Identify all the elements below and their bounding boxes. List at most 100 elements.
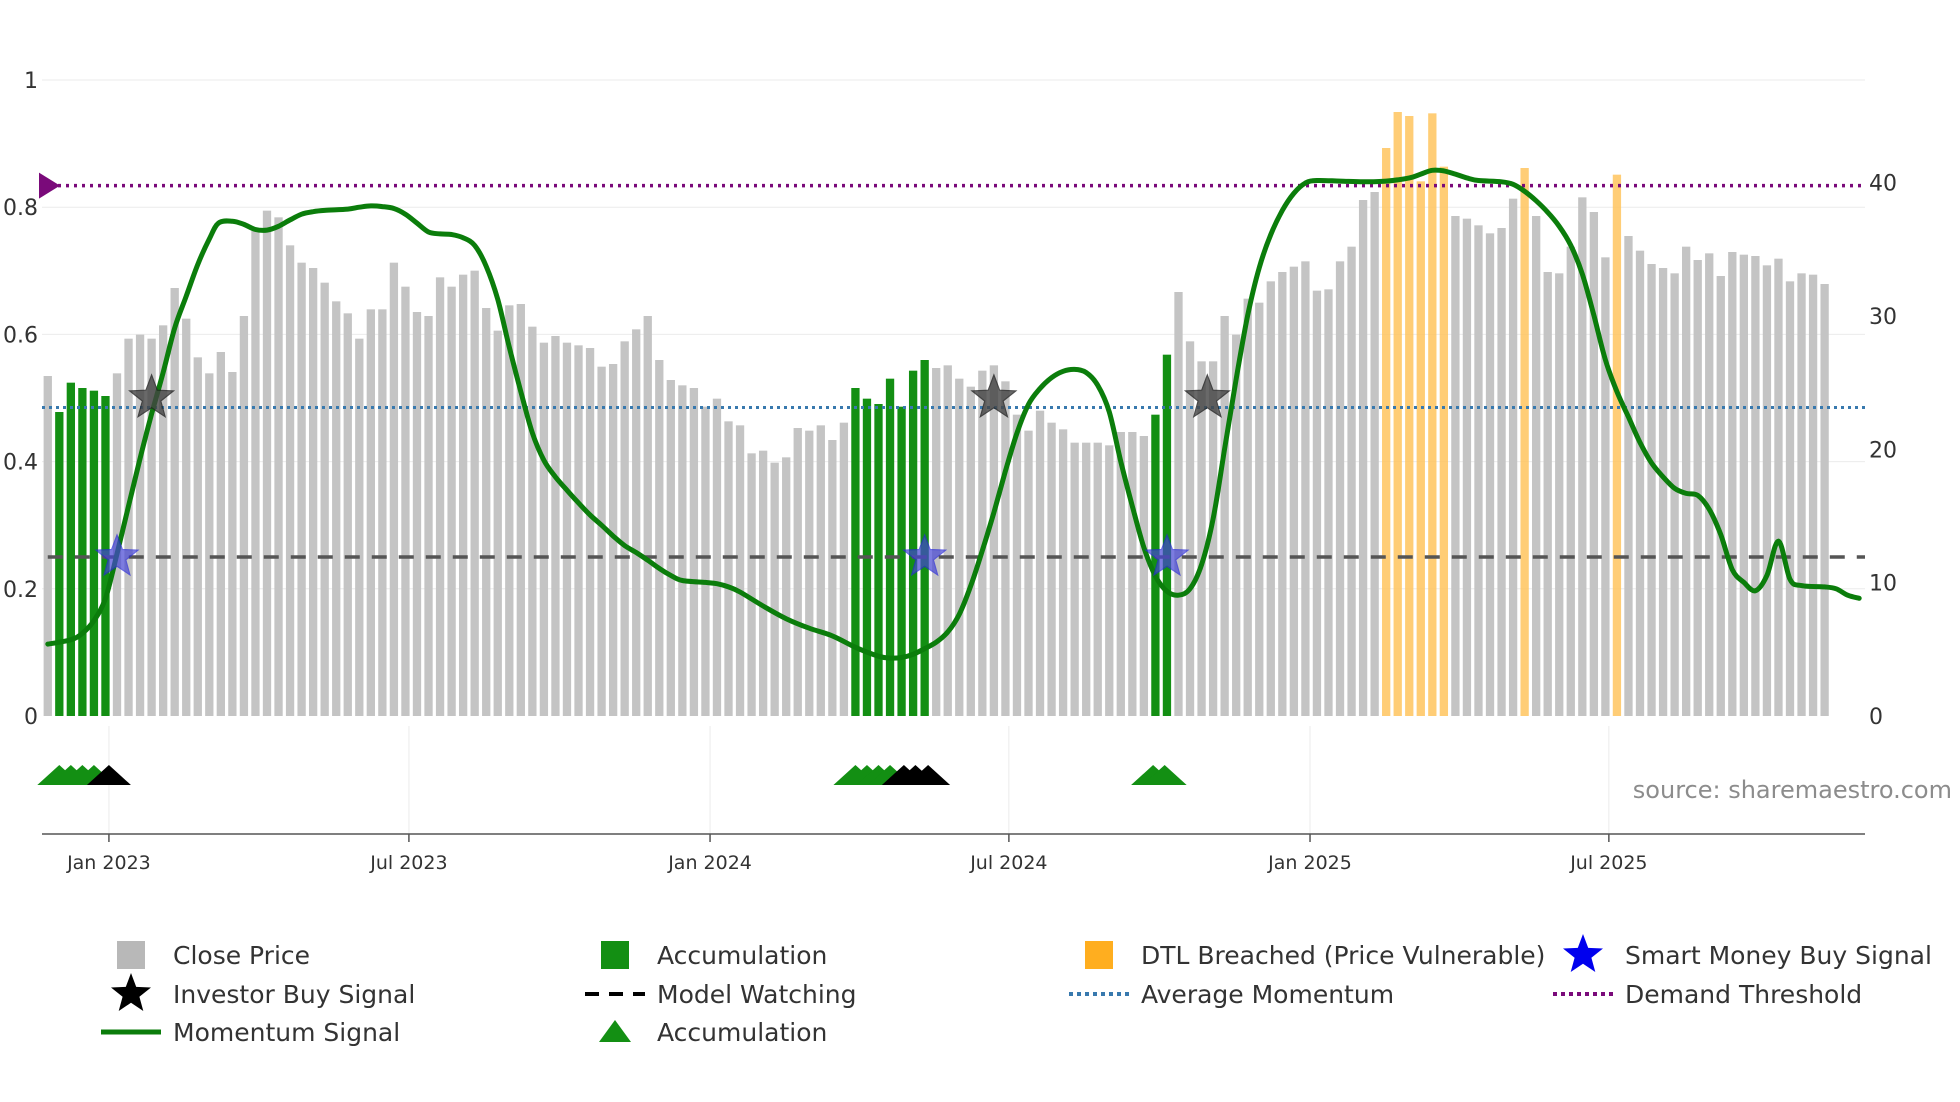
bar-gray: [597, 366, 606, 716]
bar-gray: [770, 462, 779, 716]
bar-gray: [355, 338, 364, 716]
legend-label: Momentum Signal: [173, 1018, 400, 1047]
bar-gray: [505, 305, 514, 716]
bar-gray: [989, 365, 999, 716]
bar-gray: [1762, 265, 1772, 716]
bar-gray: [401, 286, 410, 716]
legend-label: Model Watching: [657, 980, 857, 1009]
bar-gray: [1808, 274, 1818, 716]
demand-threshold-marker: [39, 172, 60, 199]
bar-gray: [1070, 442, 1079, 716]
bar-gray: [1670, 273, 1679, 716]
signal-markers: [94, 373, 1231, 577]
bar-gray: [666, 380, 675, 716]
bar-gray: [1347, 246, 1356, 716]
legend-marker-green-triangle: [599, 1020, 631, 1042]
bar-gray: [366, 309, 375, 716]
bar-orange: [1405, 116, 1414, 716]
bar-gray: [1508, 198, 1518, 716]
bar-gray: [1785, 281, 1795, 716]
y-right-tick-label: 10: [1869, 572, 1897, 597]
bar-gray: [193, 357, 202, 716]
bar-gray: [1682, 246, 1691, 716]
bar-gray: [539, 342, 549, 716]
bar-gray: [643, 316, 652, 716]
legend-label: Accumulation: [657, 1018, 827, 1047]
investor-buy-signal-star: [970, 373, 1018, 418]
legend-marker-orange-square: [1085, 941, 1113, 969]
legend-marker-green-square: [601, 941, 629, 969]
bar-gray: [1474, 225, 1483, 717]
bar-green: [89, 390, 99, 716]
legend-marker-gray-square: [117, 941, 145, 969]
smart-money-buy-signal-star: [94, 533, 140, 577]
bar-gray: [516, 304, 525, 716]
bar-gray: [205, 373, 214, 716]
bar-gray: [424, 316, 433, 716]
bar-gray: [632, 329, 641, 716]
bar-gray: [182, 318, 191, 716]
bar-gray: [447, 286, 456, 716]
legend-label: DTL Breached (Price Vulnerable): [1141, 941, 1545, 970]
bar-gray: [297, 262, 306, 716]
bar-gray: [1601, 257, 1610, 716]
y-right-tick-label: 40: [1869, 172, 1897, 197]
bar-gray: [435, 277, 445, 716]
bar-gray: [1128, 432, 1137, 716]
bar-gray: [758, 450, 768, 716]
bar-gray: [1647, 264, 1656, 716]
bar-green: [66, 382, 75, 716]
accumulation-triangles: [37, 765, 1187, 785]
bar-gray: [1728, 252, 1737, 716]
bar-green: [78, 388, 87, 716]
bar-gray: [251, 230, 260, 716]
legend-marker-black-star: [111, 973, 151, 1011]
bar-green: [908, 370, 918, 716]
accumulation-triangle-black: [86, 765, 131, 785]
bar-gray: [1082, 442, 1091, 716]
y-right-tick-label: 20: [1869, 438, 1897, 463]
bar-gray: [1543, 272, 1552, 716]
bar-orange: [1382, 148, 1391, 716]
bar-gray: [724, 421, 733, 716]
bar-gray: [932, 368, 941, 716]
bar-gray: [1485, 233, 1495, 717]
bar-gray: [1693, 260, 1702, 716]
bar-gray: [1716, 276, 1725, 716]
bar-gray: [470, 270, 479, 716]
bar-gray: [1358, 200, 1368, 716]
legend-label: Accumulation: [657, 941, 827, 970]
bar-gray: [1266, 281, 1275, 716]
source-label: source: sharemaestro.com: [1633, 776, 1952, 804]
bar-gray: [458, 274, 468, 716]
bar-orange: [1520, 168, 1529, 716]
bar-gray: [262, 210, 272, 716]
bar-gray: [1289, 266, 1299, 716]
y-right-tick-label: 30: [1869, 305, 1897, 330]
bar-gray: [1243, 298, 1252, 716]
legend-label: Investor Buy Signal: [173, 980, 415, 1009]
bar-gray: [285, 245, 295, 717]
bar-gray: [1555, 273, 1564, 716]
bar-gray: [43, 376, 52, 716]
bar-gray: [943, 365, 952, 716]
bar-gray: [1174, 292, 1183, 716]
momentum-signal-line: [45, 167, 1862, 661]
legend-label: Close Price: [173, 941, 310, 970]
bar-gray: [1589, 212, 1599, 716]
bar-gray: [1774, 258, 1783, 716]
bar-gray: [966, 386, 975, 716]
bar-gray: [1705, 253, 1714, 717]
bar-green: [874, 404, 883, 716]
bar-gray: [1797, 273, 1806, 716]
bar-gray: [1635, 250, 1645, 716]
legend-label: Average Momentum: [1141, 980, 1394, 1009]
bar-gray: [1139, 436, 1149, 716]
bar-gray: [1462, 218, 1472, 716]
x-tick-label: Jul 2025: [1569, 852, 1647, 874]
bar-gray: [378, 309, 387, 716]
bar-gray: [389, 262, 399, 716]
bar-gray: [689, 388, 699, 716]
bar-gray: [332, 301, 341, 716]
